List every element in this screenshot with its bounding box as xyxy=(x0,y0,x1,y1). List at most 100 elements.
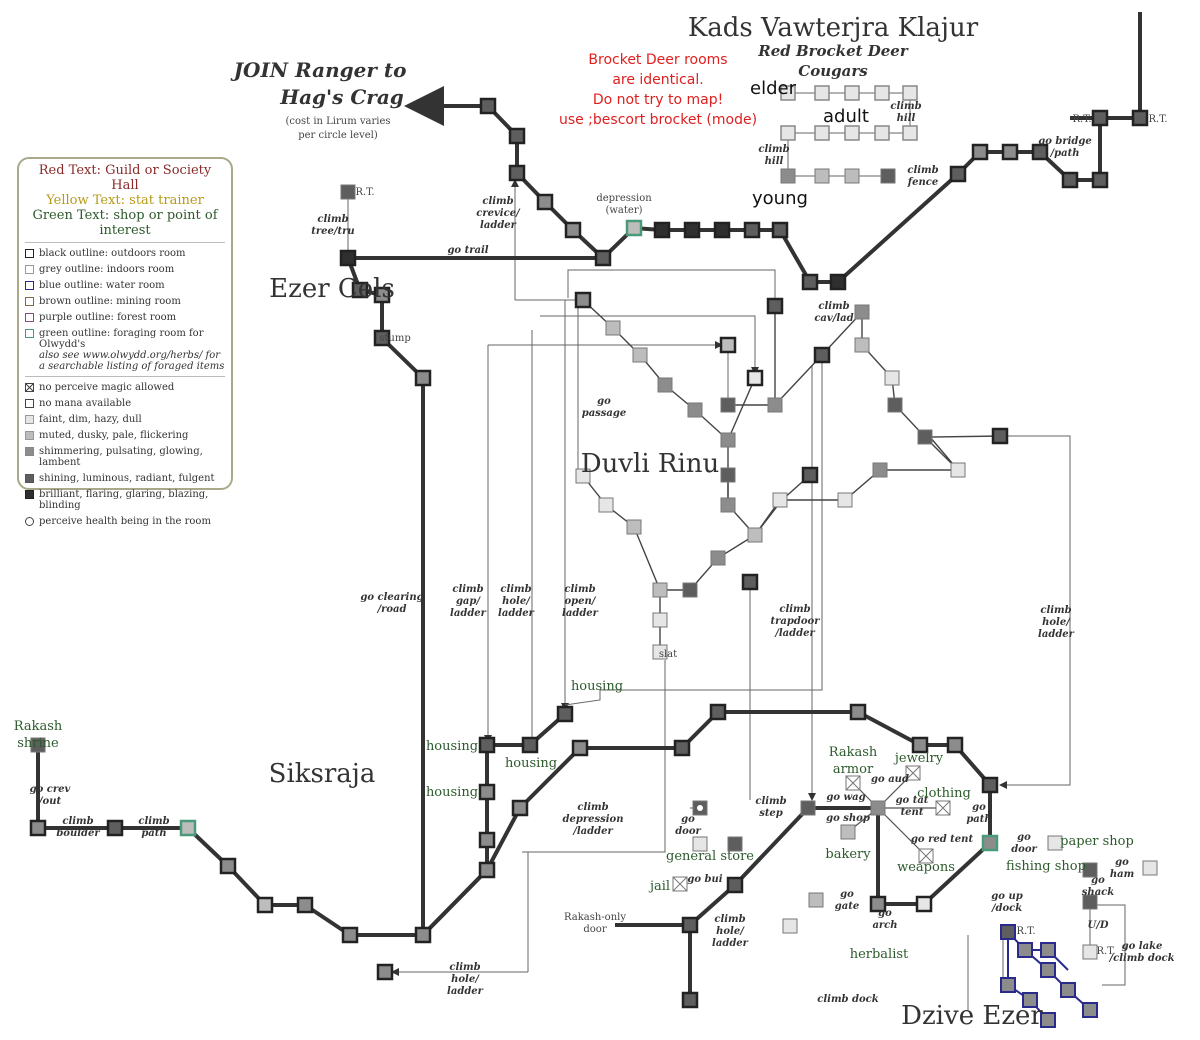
room[interactable] xyxy=(571,739,589,757)
room[interactable] xyxy=(1131,109,1149,127)
room[interactable] xyxy=(780,125,796,141)
room[interactable] xyxy=(373,329,391,347)
hags-crag-label[interactable]: Hag's Crag xyxy=(279,85,404,109)
room[interactable] xyxy=(256,896,274,914)
room[interactable] xyxy=(1001,143,1019,161)
room[interactable] xyxy=(743,221,761,239)
room[interactable] xyxy=(719,336,737,354)
room[interactable] xyxy=(780,85,796,101)
room[interactable] xyxy=(800,800,816,816)
room[interactable] xyxy=(844,125,860,141)
room[interactable] xyxy=(801,273,819,291)
room[interactable] xyxy=(594,249,612,267)
room[interactable] xyxy=(478,831,496,849)
room[interactable] xyxy=(767,397,783,413)
room[interactable] xyxy=(814,85,830,101)
room[interactable] xyxy=(625,219,643,237)
water-room[interactable] xyxy=(1022,992,1038,1008)
room[interactable] xyxy=(626,519,642,535)
room[interactable] xyxy=(219,857,237,875)
room[interactable] xyxy=(710,550,726,566)
room[interactable] xyxy=(849,703,867,721)
room[interactable] xyxy=(902,125,918,141)
room[interactable] xyxy=(720,432,736,448)
room[interactable] xyxy=(720,467,736,483)
room[interactable] xyxy=(746,369,764,387)
room[interactable] xyxy=(657,377,673,393)
room[interactable] xyxy=(726,876,744,894)
room[interactable] xyxy=(837,492,853,508)
room[interactable] xyxy=(854,337,870,353)
room[interactable] xyxy=(652,644,668,660)
room[interactable] xyxy=(414,926,432,944)
room[interactable] xyxy=(556,705,574,723)
room[interactable] xyxy=(1142,860,1158,876)
room[interactable] xyxy=(1082,894,1098,910)
room[interactable] xyxy=(884,370,900,386)
room[interactable] xyxy=(814,125,830,141)
room[interactable] xyxy=(887,397,903,413)
room[interactable] xyxy=(564,221,582,239)
water-room[interactable] xyxy=(1040,962,1056,978)
room[interactable] xyxy=(766,297,784,315)
room[interactable] xyxy=(720,497,736,513)
room[interactable] xyxy=(652,612,668,628)
room[interactable] xyxy=(991,427,1009,445)
room[interactable] xyxy=(741,573,759,591)
room[interactable] xyxy=(1061,171,1079,189)
room[interactable] xyxy=(414,369,432,387)
room[interactable] xyxy=(713,221,731,239)
room[interactable] xyxy=(683,221,701,239)
room[interactable] xyxy=(747,527,763,543)
room[interactable] xyxy=(339,249,357,267)
no-perceive-room[interactable] xyxy=(918,848,934,864)
room[interactable] xyxy=(946,736,964,754)
room[interactable] xyxy=(880,168,896,184)
no-perceive-room[interactable] xyxy=(845,775,861,791)
room[interactable] xyxy=(808,892,824,908)
room[interactable] xyxy=(981,834,999,852)
no-perceive-room[interactable] xyxy=(672,876,688,892)
room[interactable] xyxy=(605,320,621,336)
room[interactable] xyxy=(870,800,886,816)
room[interactable] xyxy=(106,819,124,837)
room[interactable] xyxy=(575,468,591,484)
room[interactable] xyxy=(598,497,614,513)
water-room[interactable] xyxy=(1017,942,1033,958)
room[interactable] xyxy=(840,824,856,840)
room[interactable] xyxy=(351,281,369,299)
water-room[interactable] xyxy=(1000,924,1016,940)
room[interactable] xyxy=(341,926,359,944)
room[interactable] xyxy=(652,582,668,598)
room[interactable] xyxy=(801,466,819,484)
room[interactable] xyxy=(681,916,699,934)
room[interactable] xyxy=(521,736,539,754)
room[interactable] xyxy=(813,346,831,364)
room[interactable] xyxy=(1091,171,1109,189)
room[interactable] xyxy=(296,896,314,914)
room[interactable] xyxy=(949,165,967,183)
room[interactable] xyxy=(917,429,933,445)
room[interactable] xyxy=(340,184,356,200)
room[interactable] xyxy=(709,703,727,721)
room[interactable] xyxy=(1082,862,1098,878)
room[interactable] xyxy=(971,143,989,161)
room[interactable] xyxy=(179,819,197,837)
room[interactable] xyxy=(829,273,847,291)
room[interactable] xyxy=(902,85,918,101)
room[interactable] xyxy=(29,819,47,837)
room[interactable] xyxy=(854,304,870,320)
room[interactable] xyxy=(511,799,529,817)
room[interactable] xyxy=(574,291,592,309)
room[interactable] xyxy=(1047,835,1063,851)
water-room[interactable] xyxy=(1000,977,1016,993)
no-perceive-room[interactable] xyxy=(935,800,951,816)
room[interactable] xyxy=(632,347,648,363)
water-room[interactable] xyxy=(1040,1012,1056,1028)
room[interactable] xyxy=(478,783,496,801)
room[interactable] xyxy=(479,97,497,115)
room[interactable] xyxy=(30,737,46,753)
room[interactable] xyxy=(869,895,887,913)
room[interactable] xyxy=(720,397,736,413)
room[interactable] xyxy=(911,736,929,754)
